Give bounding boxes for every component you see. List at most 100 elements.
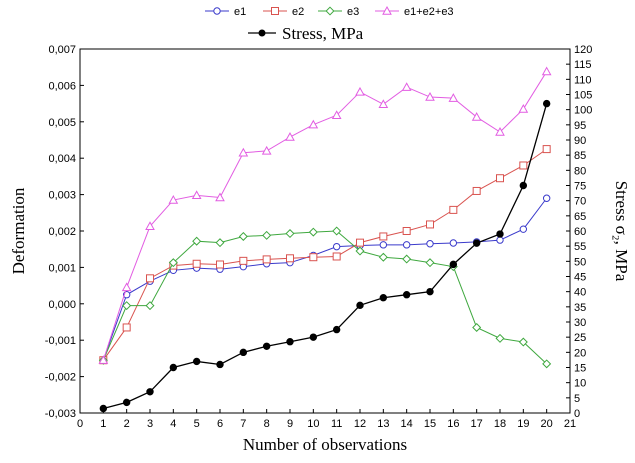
y-tick-label: 0,004 — [48, 153, 76, 165]
y2-tick-label: 10 — [574, 378, 586, 390]
data-point — [168, 195, 179, 204]
data-point — [472, 239, 481, 247]
data-point — [401, 82, 412, 91]
x-tick-label: 11 — [331, 418, 342, 430]
x-tick-label: 12 — [354, 418, 366, 430]
data-point — [495, 333, 505, 343]
x-tick-label: 14 — [401, 418, 413, 430]
data-point — [378, 99, 389, 109]
data-point — [309, 253, 318, 262]
y2-tick-label: 85 — [574, 150, 586, 162]
data-point — [541, 66, 552, 76]
y-axis-right: 0 5 10 15 20 25 30 35 40 45 50 55 60 65 70 75 80 85 90 95 10… — [566, 44, 592, 420]
series-e3 — [98, 226, 552, 369]
data-point — [355, 246, 365, 256]
data-point — [495, 126, 505, 136]
data-point — [285, 229, 295, 239]
x-tick-label: 17 — [471, 418, 483, 430]
y2-tick-label: 80 — [574, 165, 586, 177]
data-point — [472, 186, 481, 195]
data-point — [355, 86, 365, 96]
data-point — [262, 255, 271, 264]
y2-tick-label: 5 — [574, 393, 580, 405]
x-axis-label: Number of observations — [243, 435, 407, 454]
data-point — [425, 92, 435, 101]
y2-tick-label: 65 — [574, 211, 586, 223]
x-tick-label: 0 — [77, 418, 83, 430]
data-point — [519, 181, 528, 190]
data-point — [216, 260, 224, 269]
x-tick-label: 21 — [564, 418, 576, 430]
series-stress-mpa — [99, 99, 551, 413]
data-point — [426, 287, 434, 296]
data-point — [261, 145, 272, 155]
y2-tick-label: 60 — [574, 226, 586, 238]
y2-tick-label: 75 — [574, 181, 586, 193]
series-line — [103, 103, 548, 410]
data-point — [146, 388, 154, 396]
legend-marker — [213, 7, 221, 15]
y2-tick-label: 70 — [574, 196, 586, 208]
x-tick-label: 10 — [307, 418, 319, 430]
legend-marker — [382, 5, 392, 15]
y-tick-label: -0,003 — [45, 408, 76, 420]
data-point — [215, 192, 225, 202]
data-point — [309, 333, 318, 341]
data-point — [285, 132, 295, 141]
legend: e1 e2 e3 e1+e2+e3 — [205, 5, 454, 18]
data-point — [472, 322, 482, 332]
data-point — [192, 357, 201, 366]
data-point — [168, 258, 178, 268]
x-tick-label: 6 — [217, 418, 223, 430]
legend-marker — [258, 29, 266, 37]
y2-tick-label: 100 — [574, 105, 592, 117]
data-point — [542, 359, 552, 369]
x-tick-label: 2 — [124, 418, 130, 430]
data-point — [286, 254, 294, 263]
data-point — [332, 252, 341, 261]
data-point — [121, 282, 132, 292]
data-point — [145, 301, 155, 311]
data-point — [448, 93, 459, 102]
data-point — [262, 342, 271, 350]
y-tick-label: -0,001 — [45, 335, 76, 347]
data-point — [331, 110, 342, 119]
y-axis-left: -0,003 -0,002 -0,001 0,000 0,001 0,002 0,003 0,… — [45, 44, 84, 420]
data-point — [496, 230, 504, 238]
y-tick-label: 0,007 — [48, 44, 76, 56]
y2-tick-label: 35 — [574, 302, 586, 314]
data-point — [286, 338, 294, 346]
data-point — [402, 227, 411, 235]
y2-tick-label: 15 — [574, 363, 586, 375]
data-point — [542, 99, 551, 108]
series-e1 — [99, 194, 551, 364]
data-point — [192, 236, 202, 246]
y2-tick-label: 40 — [574, 287, 586, 299]
data-point — [496, 236, 504, 244]
data-point — [308, 119, 319, 129]
legend-label: e3 — [347, 6, 359, 18]
legend-label: e1+e2+e3 — [404, 6, 454, 18]
data-point — [332, 242, 341, 251]
data-point — [146, 274, 154, 283]
data-point — [98, 355, 109, 364]
series-line — [102, 71, 548, 361]
y2-tick-label: 115 — [574, 59, 592, 71]
data-point — [332, 226, 342, 236]
data-point — [402, 291, 411, 299]
x-tick-label: 7 — [240, 418, 246, 430]
plot-area — [79, 48, 571, 414]
data-point — [356, 301, 364, 310]
series-line — [102, 197, 548, 361]
data-point — [99, 404, 108, 413]
data-point — [239, 348, 248, 357]
y-tick-label: 0,006 — [48, 80, 76, 92]
data-point — [378, 252, 388, 262]
y-tick-label: -0,002 — [45, 372, 76, 384]
y2-tick-label: 45 — [574, 272, 586, 284]
data-point — [402, 254, 412, 264]
series-e1-e2-e3 — [98, 66, 552, 364]
y2-tick-label: 25 — [574, 332, 586, 344]
y2-tick-label: 0 — [574, 408, 580, 420]
